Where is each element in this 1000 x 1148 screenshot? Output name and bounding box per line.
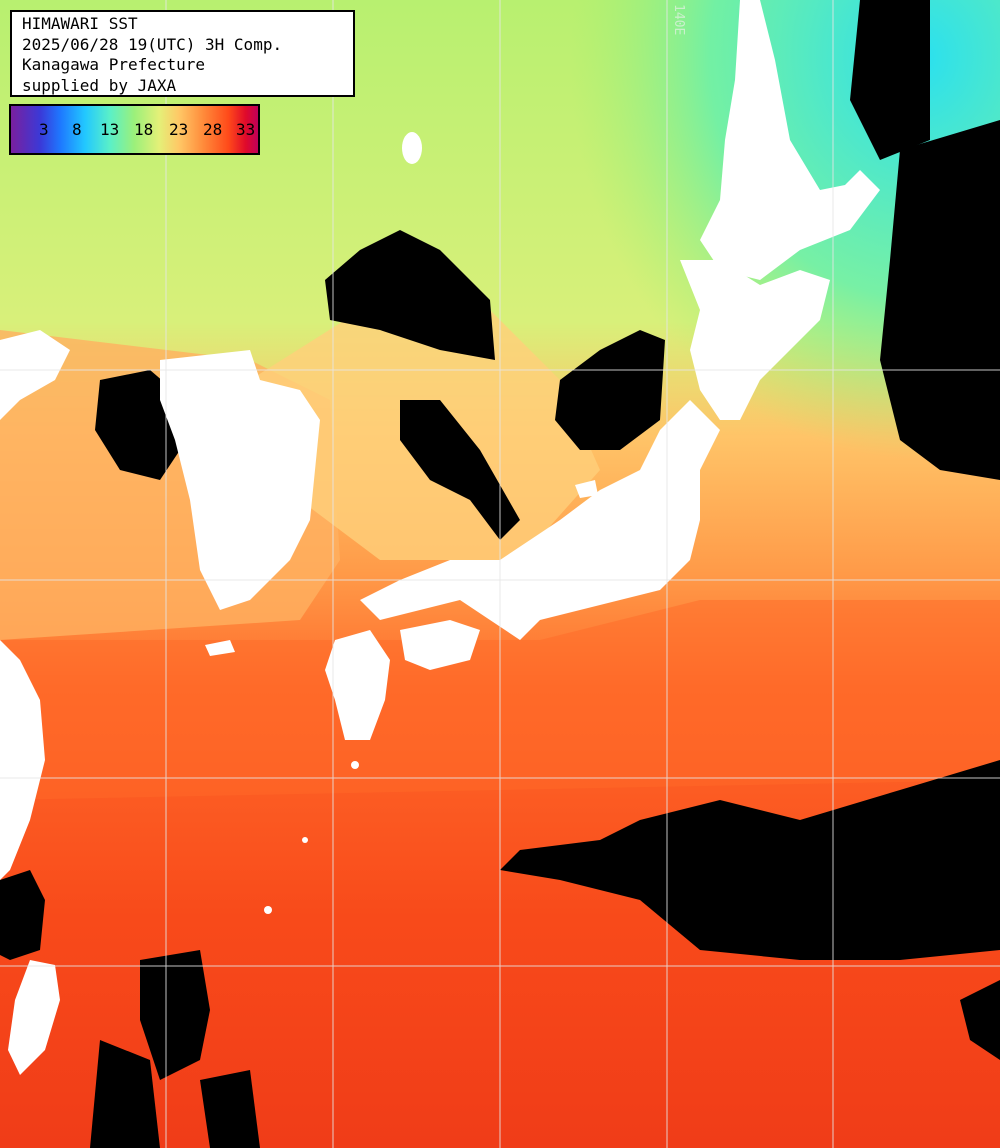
colorbar-tick: 8 <box>72 120 82 139</box>
land-china-coast <box>0 330 70 420</box>
colorbar-tick: 3 <box>39 120 49 139</box>
temperature-colorbar: 3 8 13 18 23 28 33 <box>9 104 260 155</box>
land-china-south <box>0 640 45 880</box>
land-taiwan <box>8 960 60 1075</box>
credit-label: supplied by JAXA <box>22 75 177 95</box>
lon-label-140e: 140E <box>671 4 686 36</box>
product-title: HIMAWARI SST <box>22 14 138 33</box>
land-shikoku <box>400 620 480 670</box>
land-sado <box>575 480 598 498</box>
land-hokkaido <box>680 260 830 420</box>
info-box: HIMAWARI SST 2025/06/28 19(UTC) 3H Comp.… <box>10 10 355 97</box>
colorbar-tick: 28 <box>203 120 223 139</box>
colorbar-tick: 33 <box>236 120 256 139</box>
small-islands <box>264 132 500 914</box>
region-label: Kanagawa Prefecture <box>22 55 206 74</box>
land-jeju <box>205 640 235 656</box>
colorbar-tick: 18 <box>134 120 154 139</box>
timestamp: 2025/06/28 19(UTC) 3H Comp. <box>22 34 283 54</box>
land-korea <box>160 350 320 610</box>
land-kyushu <box>325 630 390 740</box>
colorbar-tick: 23 <box>169 120 189 139</box>
colorbar-tick: 13 <box>100 120 120 139</box>
land-sakhalin <box>700 0 880 280</box>
